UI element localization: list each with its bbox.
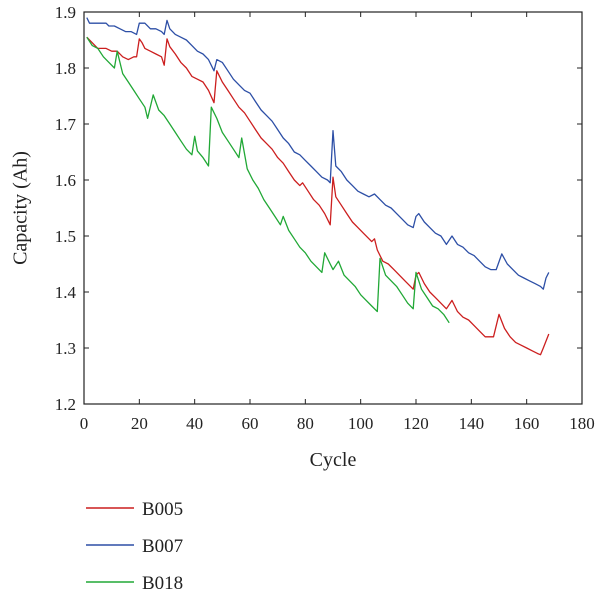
legend-label-b007: B007 xyxy=(142,536,183,557)
x-tick-label: 120 xyxy=(403,414,429,433)
x-tick-label: 180 xyxy=(569,414,595,433)
x-tick-label: 160 xyxy=(514,414,540,433)
x-tick-label: 20 xyxy=(131,414,148,433)
x-tick-label: 0 xyxy=(80,414,89,433)
y-tick-label: 1.8 xyxy=(55,59,76,78)
axes: 0 20 40 60 80 100 120 140 160 180 1.2 1.3 1.4 1.5 1.6 1… xyxy=(55,3,595,433)
legend: B005 B007 B018 xyxy=(86,499,183,594)
x-tick-label: 100 xyxy=(348,414,374,433)
y-tick-label: 1.5 xyxy=(55,227,76,246)
plot-frame xyxy=(83,11,583,405)
y-tick-label: 1.3 xyxy=(55,339,76,358)
y-tick-label: 1.6 xyxy=(55,171,76,190)
x-tick-label: 40 xyxy=(186,414,203,433)
series-line-b018 xyxy=(86,36,450,324)
y-tick-label: 1.2 xyxy=(55,395,76,414)
legend-label-b018: B018 xyxy=(142,573,183,594)
legend-label-b005: B005 xyxy=(142,499,183,520)
series-line-b005 xyxy=(86,36,550,356)
y-tick-label: 1.4 xyxy=(55,283,77,302)
x-axis-title: Cycle xyxy=(310,449,357,471)
x-tick-label: 80 xyxy=(297,414,314,433)
x-tick-label: 60 xyxy=(242,414,259,433)
x-tick-label: 140 xyxy=(459,414,485,433)
series-line-b007 xyxy=(86,17,550,290)
y-tick-label: 1.7 xyxy=(55,115,77,134)
series-layer xyxy=(86,17,550,356)
y-axis-title: Capacity (Ah) xyxy=(10,151,32,265)
y-tick-label: 1.9 xyxy=(55,3,76,22)
